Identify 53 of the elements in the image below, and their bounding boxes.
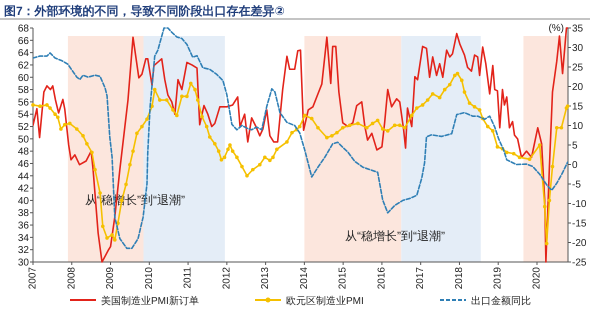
y-tick-label: 36 — [18, 220, 30, 232]
y-tick-label: 30 — [18, 258, 30, 268]
x-tick-label: 2012 — [221, 266, 232, 290]
y2-tick-label: -10 — [572, 199, 587, 210]
chart-title: 图7：外部环境的不同，导致不同阶段出口存在差异② — [4, 4, 285, 18]
x-tick-label: 2019 — [492, 266, 504, 290]
y-tick-label: 56 — [18, 97, 30, 108]
y-tick-label: 48 — [18, 146, 30, 158]
y-tick-label: 38 — [18, 208, 30, 220]
y2-tick-label: 15 — [572, 102, 584, 112]
y2-tick-label: 10 — [572, 121, 584, 132]
y2-tick-label: 20 — [572, 82, 584, 93]
y-tick-label: 34 — [18, 232, 30, 244]
x-tick-label: 2018 — [454, 266, 465, 290]
legend-label: 欧元区制造业PMI — [286, 295, 364, 307]
y2-tick-label: -25 — [572, 258, 587, 268]
y2-tick-label: -20 — [572, 238, 587, 249]
y2-tick-label: -5 — [572, 180, 582, 190]
y-tick-label: 66 — [18, 36, 30, 47]
y2-tick-label: 30 — [572, 43, 584, 54]
y2-tick-label: 25 — [572, 62, 584, 74]
x-tick-label: 2015 — [338, 266, 349, 290]
y-tick-label: 68 — [18, 24, 30, 34]
y2-tick-label: 35 — [572, 24, 584, 34]
y-tick-label: 58 — [18, 85, 30, 96]
y-tick-label: 64 — [18, 48, 30, 60]
y-tick-label: 46 — [18, 158, 30, 170]
x-tick-label: 2017 — [415, 266, 426, 290]
legend-label: 出口金额同比 — [471, 295, 531, 307]
x-tick-label: 2009 — [105, 266, 116, 290]
x-tick-label: 2020 — [531, 266, 542, 290]
y2-tick-label: 5 — [572, 140, 578, 152]
y-tick-label: 32 — [18, 245, 30, 256]
x-tick-label: 2007 — [28, 266, 38, 290]
y-tick-label: 60 — [18, 72, 30, 84]
y-tick-label: 54 — [18, 110, 30, 121]
x-tick-label: 2011 — [182, 266, 194, 289]
x-tick-label: 2008 — [66, 266, 78, 290]
x-tick-label: 2010 — [144, 266, 155, 290]
y-tick-label: 42 — [18, 184, 30, 195]
x-tick-label: 2016 — [376, 266, 388, 290]
x-tick-label: 2013 — [260, 266, 272, 290]
legend-label: 美国制造业PMI新订单 — [101, 295, 199, 307]
y-tick-label: 52 — [18, 122, 30, 134]
annotation: 从“稳增长”到“退潮” — [345, 229, 445, 243]
y-tick-label: 40 — [18, 196, 30, 207]
y-tick-label: 44 — [18, 171, 30, 182]
x-tick-label: 2014 — [298, 266, 310, 290]
y-tick-label: 62 — [18, 60, 30, 72]
y2-axis-title: (%) — [548, 23, 564, 34]
y2-tick-label: -15 — [572, 218, 587, 230]
y2-tick-label: 0 — [572, 160, 578, 171]
y-tick-label: 50 — [18, 134, 30, 146]
